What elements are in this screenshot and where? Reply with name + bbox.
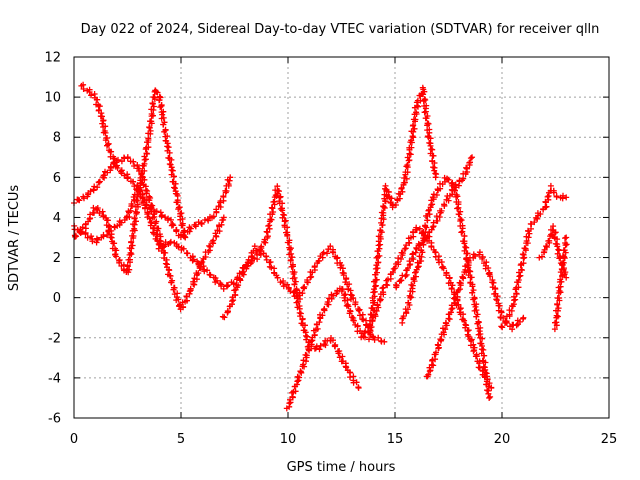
x-tick-label: 15 <box>387 432 404 447</box>
x-tick-label: 20 <box>494 432 511 447</box>
y-tick-label: 10 <box>44 91 61 106</box>
plus-markers <box>283 224 495 412</box>
x-tick-label: 0 <box>70 432 78 447</box>
y-tick-label: -6 <box>48 412 61 427</box>
plus-markers <box>551 234 570 333</box>
plot-frame <box>73 56 610 419</box>
plus-markers <box>365 84 440 343</box>
x-axis-label: GPS time / hours <box>287 460 396 475</box>
plus-markers <box>498 182 570 331</box>
series-track-11 <box>498 182 570 331</box>
y-tick-label: 12 <box>44 51 61 66</box>
y-tick-label: 8 <box>53 131 61 146</box>
grid-lines <box>74 57 609 418</box>
y-axis-label: SDTVAR / TECUs <box>7 185 22 292</box>
data-markers <box>71 81 570 412</box>
plus-markers <box>71 87 189 276</box>
series-track-5 <box>219 183 362 391</box>
y-axis-tick-labels: -6 -4 -2 0 2 4 6 8 10 12 <box>44 51 61 427</box>
x-tick-label: 25 <box>601 432 618 447</box>
y-tick-label: 2 <box>53 251 61 266</box>
x-tick-label: 5 <box>177 432 185 447</box>
chart-title: Day 022 of 2024, Sidereal Day-to-day VTE… <box>81 22 600 37</box>
series-track-7 <box>365 84 440 343</box>
x-axis-tick-labels: 0 5 10 15 20 25 <box>70 432 617 447</box>
plus-markers <box>393 154 476 291</box>
x-tick-label: 10 <box>280 432 297 447</box>
y-tick-label: 6 <box>53 171 61 186</box>
y-tick-label: 4 <box>53 211 61 226</box>
y-tick-label: -4 <box>48 371 61 386</box>
y-tick-label: -2 <box>48 331 61 346</box>
plus-markers <box>219 183 362 391</box>
series-track-3 <box>71 87 189 276</box>
series-track-6 <box>283 224 495 412</box>
axis-ticks <box>73 56 610 419</box>
series-track-9 <box>393 154 476 291</box>
series-track-13 <box>551 234 570 333</box>
y-tick-label: 0 <box>53 291 61 306</box>
